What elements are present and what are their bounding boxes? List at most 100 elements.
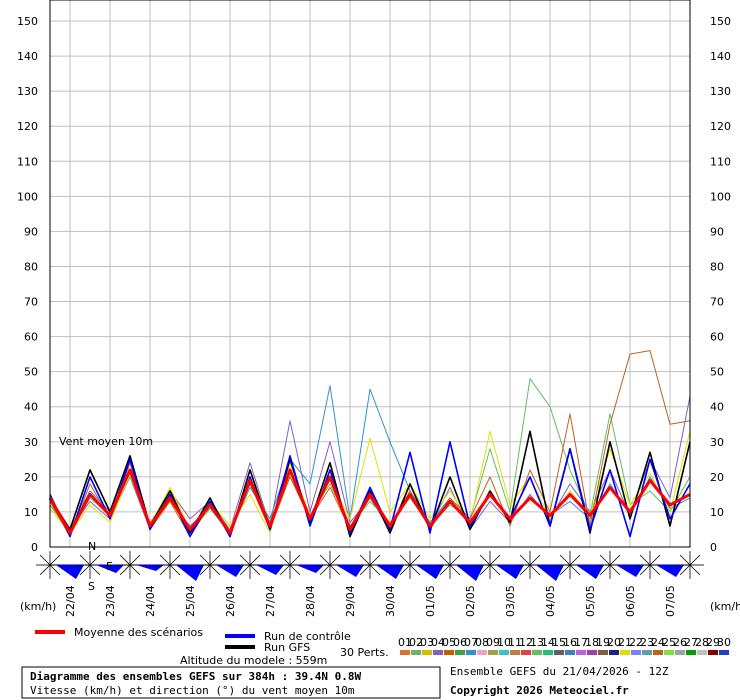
compass-star (49, 554, 61, 566)
y-tick-label: 110 (710, 155, 731, 168)
legend: Moyenne des scénarios Run de contrôleRun … (35, 626, 731, 655)
x-tick-label: 28/04 (304, 585, 317, 617)
y-tick-label: 40 (710, 401, 724, 414)
y-tick-label: 50 (24, 366, 38, 379)
copyright: Copyright 2026 Meteociel.fr (450, 684, 629, 697)
wind-shape (256, 565, 284, 575)
compass-star (209, 554, 221, 566)
compass-star (289, 554, 301, 566)
perturbation-label: 11 (508, 636, 522, 649)
wind-shape (136, 565, 164, 571)
x-tick-label: 02/05 (464, 585, 477, 617)
perturbation-swatch (466, 650, 476, 655)
y-tick-label: 130 (710, 85, 731, 98)
compass-star (679, 564, 691, 576)
compass-star (119, 554, 131, 566)
y-tick-label: 70 (710, 296, 724, 309)
compass-star (559, 564, 571, 576)
y-tick-label: 60 (24, 331, 38, 344)
perturbation-swatch (532, 650, 542, 655)
compass-star (449, 554, 461, 566)
x-tick-label: 05/05 (584, 585, 597, 617)
compass-star (569, 554, 581, 566)
x-tick-label: 30/04 (384, 585, 397, 617)
y-tick-label: 150 (710, 15, 731, 28)
compass-star (529, 554, 541, 566)
perturbation-label: 27 (684, 636, 698, 649)
compass-star (89, 554, 101, 566)
subtitle: Vitesse (km/h) et direction (°) du vent … (30, 684, 355, 697)
compass-star (249, 554, 261, 566)
compass-star (279, 564, 291, 576)
perturbation-label: 18 (585, 636, 599, 649)
perturbation-swatch (675, 650, 685, 655)
wind-panel (36, 551, 704, 581)
x-tick-label: 03/05 (504, 585, 517, 617)
compass-star (519, 554, 531, 566)
lines (48, 350, 691, 538)
compass-star (329, 564, 341, 576)
x-tick-label: 24/04 (144, 585, 157, 617)
compass-star (359, 564, 371, 576)
perturbation-swatch (422, 650, 432, 655)
compass-star (399, 564, 411, 576)
annotation: Vent moyen 10m (59, 435, 153, 448)
compass-star (489, 554, 501, 566)
y-tick-label: 10 (710, 506, 724, 519)
compass-star (689, 564, 701, 576)
legend-label: Moyenne des scénarios (74, 626, 203, 639)
perturbation-swatch (653, 650, 663, 655)
grid (50, 0, 690, 548)
wind-shape (616, 565, 644, 577)
compass-star (159, 564, 171, 576)
wind-shape (216, 565, 244, 577)
y-tick-label: 80 (710, 260, 724, 273)
compass-star (369, 554, 381, 566)
compass-star (529, 564, 541, 576)
compass-star (449, 564, 461, 576)
perturbation-swatch (521, 650, 531, 655)
perturbation-swatch (708, 650, 718, 655)
perturbation-swatch (455, 650, 465, 655)
x-tick-label: 26/04 (224, 585, 237, 617)
compass-star (239, 554, 251, 566)
wind-shape (496, 565, 524, 579)
wind-shape (656, 565, 684, 577)
x-tick-label: 27/04 (264, 585, 277, 617)
compass-star (169, 564, 181, 576)
x-tick-label: 01/05 (424, 585, 437, 617)
perturbation-label: 17 (574, 636, 588, 649)
compass-n: N (88, 540, 96, 553)
perturbation-swatch (444, 650, 454, 655)
y-tick-label: 110 (17, 155, 38, 168)
x-tick-label: 29/04 (344, 585, 357, 617)
series-line (48, 468, 691, 535)
x-tick-label: 23/04 (104, 585, 117, 617)
compass-star (39, 564, 51, 576)
perturbation-label: 13 (530, 636, 544, 649)
perturbation-swatch (642, 650, 652, 655)
compass-star (79, 564, 91, 576)
y-tick-label: 140 (710, 50, 731, 63)
wind-shape (176, 565, 204, 581)
perturbation-swatch (488, 650, 498, 655)
perturbation-label: 15 (552, 636, 566, 649)
wind-shape (296, 565, 324, 573)
perturbation-label: 23 (640, 636, 654, 649)
compass-star (409, 554, 421, 566)
y-tick-label: 90 (24, 225, 38, 238)
perturbation-swatch (411, 650, 421, 655)
perturbation-swatch (565, 650, 575, 655)
compass-star (169, 554, 181, 566)
compass-star (39, 554, 51, 566)
legend-label: Run de contrôle (264, 630, 351, 643)
perturbation-label: 16 (563, 636, 577, 649)
perturbation-swatch (598, 650, 608, 655)
compass-star (599, 554, 611, 566)
perturbation-swatch (609, 650, 619, 655)
y-tick-label: 0 (31, 541, 38, 554)
compass-star (289, 564, 301, 576)
perturbation-swatch (477, 650, 487, 655)
perturbation-swatch (686, 650, 696, 655)
